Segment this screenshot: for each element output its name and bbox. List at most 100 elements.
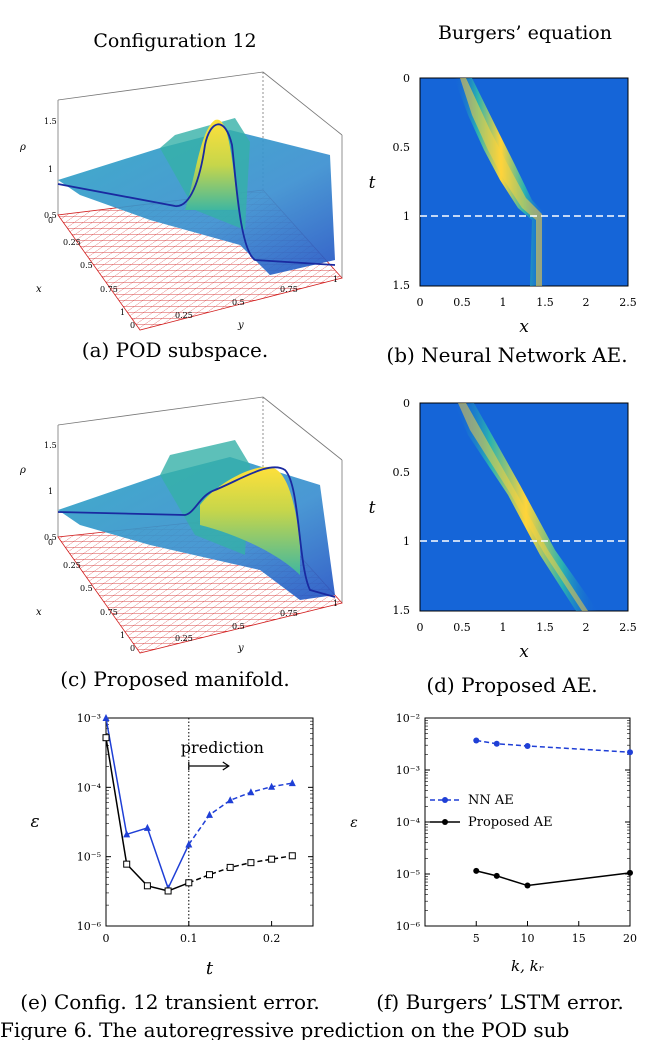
- z-tick: 1: [48, 165, 53, 174]
- x-tick-label: 0.1: [180, 932, 198, 945]
- data-point: [493, 740, 500, 747]
- y-tick: 1.5: [393, 604, 411, 617]
- legend-marker: [442, 797, 448, 803]
- x-tick: 0.25: [63, 561, 81, 570]
- x-tick: 0.25: [63, 238, 81, 247]
- x-tick-label: 15: [572, 932, 586, 945]
- y-tick: 0.25: [175, 311, 193, 320]
- x-tick-label: 0.2: [263, 932, 281, 945]
- x-axis-label: x: [36, 284, 42, 295]
- x-tick: 1.5: [536, 621, 554, 634]
- x-tick-label: 20: [623, 932, 637, 945]
- y-tick: 0.5: [232, 622, 245, 631]
- panel-c-caption: (c) Proposed manifold.: [60, 667, 290, 691]
- data-point: [123, 830, 131, 838]
- data-point: [627, 869, 633, 876]
- legend-label: Proposed AE: [468, 815, 553, 830]
- prediction-arrowhead: [222, 761, 230, 771]
- y-tick: 0.25: [175, 634, 193, 643]
- x-tick: 1: [500, 296, 507, 309]
- x-axis-label: x: [519, 317, 529, 337]
- x-tick: 1: [120, 308, 125, 317]
- x-tick: 2: [583, 621, 590, 634]
- x-tick: 0: [48, 538, 53, 547]
- data-point: [524, 742, 531, 749]
- x-tick: 0.75: [100, 608, 118, 617]
- x-tick: 0: [48, 216, 53, 225]
- y-tick: 1: [333, 599, 338, 608]
- y-tick-label: 10⁻⁴: [396, 816, 421, 829]
- x-tick: 0.5: [80, 261, 93, 270]
- series-line: [476, 739, 631, 753]
- x-tick: 2: [583, 296, 590, 309]
- data-point: [247, 859, 255, 867]
- series-line: [476, 870, 631, 887]
- data-point: [123, 860, 131, 868]
- data-point: [226, 796, 234, 804]
- panel-d-heatmap: 0 0.5 1 1.5 2 2.5 0 0.5 1 1.5 x t: [369, 397, 637, 662]
- y-tick-label: 10⁻⁶: [77, 920, 102, 933]
- y-tick: 0.75: [280, 609, 298, 618]
- panel-e-error-chart: 10⁻⁶ 10⁻⁵ 10⁻⁴ 10⁻³ 0 0.1 0.2 prediction t ε: [30, 712, 314, 979]
- y-tick-label: 10⁻³: [396, 764, 420, 777]
- panel-e-caption: (e) Config. 12 transient error.: [20, 990, 320, 1014]
- legend: NN AE Proposed AE: [430, 793, 553, 830]
- z-tick: 0.5: [44, 211, 57, 220]
- z-tick: 1.5: [44, 441, 57, 450]
- y-tick-label: 10⁻²: [396, 712, 420, 725]
- y-axis-label: ε: [30, 812, 39, 832]
- x-tick: 0: [417, 296, 424, 309]
- data-point: [473, 737, 480, 744]
- y-tick: 0: [403, 72, 410, 85]
- x-tick: 0.75: [100, 285, 118, 294]
- x-tick-label: 0: [103, 932, 110, 945]
- data-point: [143, 882, 151, 890]
- y-tick: 1: [403, 210, 410, 223]
- series-line: [105, 717, 190, 891]
- data-point: [288, 852, 296, 860]
- series-line-dashed: [188, 782, 293, 845]
- data-point: [102, 714, 110, 721]
- x-axis-label: x: [519, 642, 529, 662]
- data-point: [206, 810, 213, 818]
- x-tick: 2.5: [619, 621, 637, 634]
- panel-a-surface-plot: 0.5 1 1.5 ρ 0 0.25 0.5 0.75 1 x 0 0.25 0…: [19, 71, 343, 331]
- y-tick: 0.5: [393, 466, 411, 479]
- y-tick: 0: [403, 397, 410, 410]
- panel-a-caption: (a) POD subspace.: [81, 338, 269, 362]
- x-axis-label: t: [206, 958, 214, 979]
- x-axis-label: x: [36, 607, 42, 618]
- data-point: [268, 782, 276, 790]
- y-axis-label: t: [369, 498, 376, 518]
- y-axis-label: ε: [350, 815, 358, 831]
- data-point: [524, 882, 531, 889]
- data-point: [288, 779, 296, 787]
- y-tick-label: 10⁻³: [77, 712, 101, 725]
- y-tick: 0: [130, 321, 135, 330]
- x-tick-label: 5: [473, 932, 480, 945]
- x-tick: 0: [417, 621, 424, 634]
- x-tick: 0.5: [453, 621, 471, 634]
- y-tick-label: 10⁻⁶: [396, 920, 421, 933]
- panel-f-error-chart: 10⁻⁶ 10⁻⁵ 10⁻⁴ 10⁻³ 10⁻² 5 10 15 20 NN AE Proposed…: [350, 712, 637, 975]
- y-tick: 1: [403, 535, 410, 548]
- x-tick: 1.5: [536, 296, 554, 309]
- data-point: [226, 863, 234, 871]
- right-column-title: Burgers’ equation: [438, 22, 612, 44]
- series-line: [105, 737, 190, 892]
- plot-frame: [105, 717, 314, 927]
- data-point: [164, 887, 172, 895]
- data-point: [185, 840, 193, 848]
- data-point: [206, 871, 213, 879]
- panel-c-surface-plot: 0.5 1 1.5 ρ 0 0.25 0.5 0.75 1 x 0 0.25 0…: [19, 396, 343, 654]
- y-tick-label: 10⁻⁵: [396, 868, 420, 881]
- panel-f-caption: (f) Burgers’ LSTM error.: [376, 990, 624, 1014]
- prediction-label: prediction: [181, 738, 264, 757]
- y-tick: 1.5: [393, 279, 411, 292]
- z-axis-label: ρ: [19, 142, 26, 153]
- x-tick: 1: [120, 631, 125, 640]
- data-point: [247, 788, 255, 796]
- data-point: [102, 734, 110, 742]
- z-tick: 1: [48, 487, 53, 496]
- x-tick: 0.5: [80, 584, 93, 593]
